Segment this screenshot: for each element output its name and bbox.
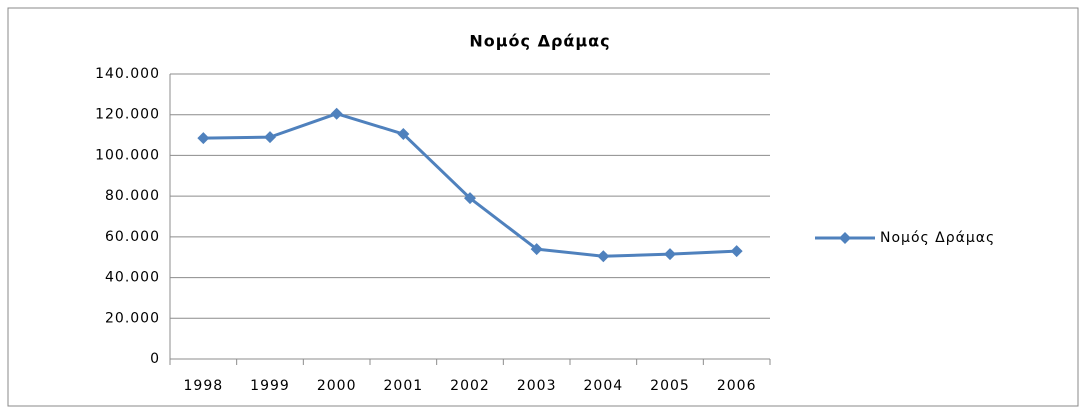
y-tick-label: 60.000 — [105, 229, 160, 245]
data-point — [197, 132, 210, 145]
legend-label: Νομός Δράμας — [880, 230, 995, 246]
chart-border — [7, 7, 1079, 407]
x-tick-label: 2006 — [717, 378, 757, 394]
x-tick-label: 1999 — [250, 378, 290, 394]
x-tick-label: 1998 — [184, 378, 224, 394]
legend-marker — [839, 232, 851, 244]
data-point — [330, 107, 343, 120]
data-point — [730, 245, 743, 258]
y-tick-label: 140.000 — [95, 66, 160, 82]
y-tick-label: 100.000 — [95, 147, 160, 163]
data-point — [464, 192, 476, 205]
y-tick-label: 120.000 — [95, 107, 160, 123]
y-tick-label: 0 — [150, 351, 160, 367]
y-tick-label: 40.000 — [105, 270, 160, 286]
y-tick-label: 80.000 — [105, 188, 160, 204]
x-tick-label: 2000 — [317, 378, 357, 394]
data-point — [664, 248, 676, 261]
data-point — [530, 243, 543, 256]
x-tick-label: 2002 — [450, 378, 490, 394]
x-tick-label: 2001 — [384, 378, 424, 394]
x-tick-label: 2004 — [584, 378, 624, 394]
data-point — [264, 131, 276, 144]
x-tick-label: 2005 — [650, 378, 690, 394]
data-point — [597, 250, 610, 263]
data-point — [397, 128, 410, 141]
y-tick-label: 20.000 — [105, 310, 160, 326]
chart-title: Νομός Δράμας — [469, 32, 610, 51]
x-tick-label: 2003 — [517, 378, 557, 394]
